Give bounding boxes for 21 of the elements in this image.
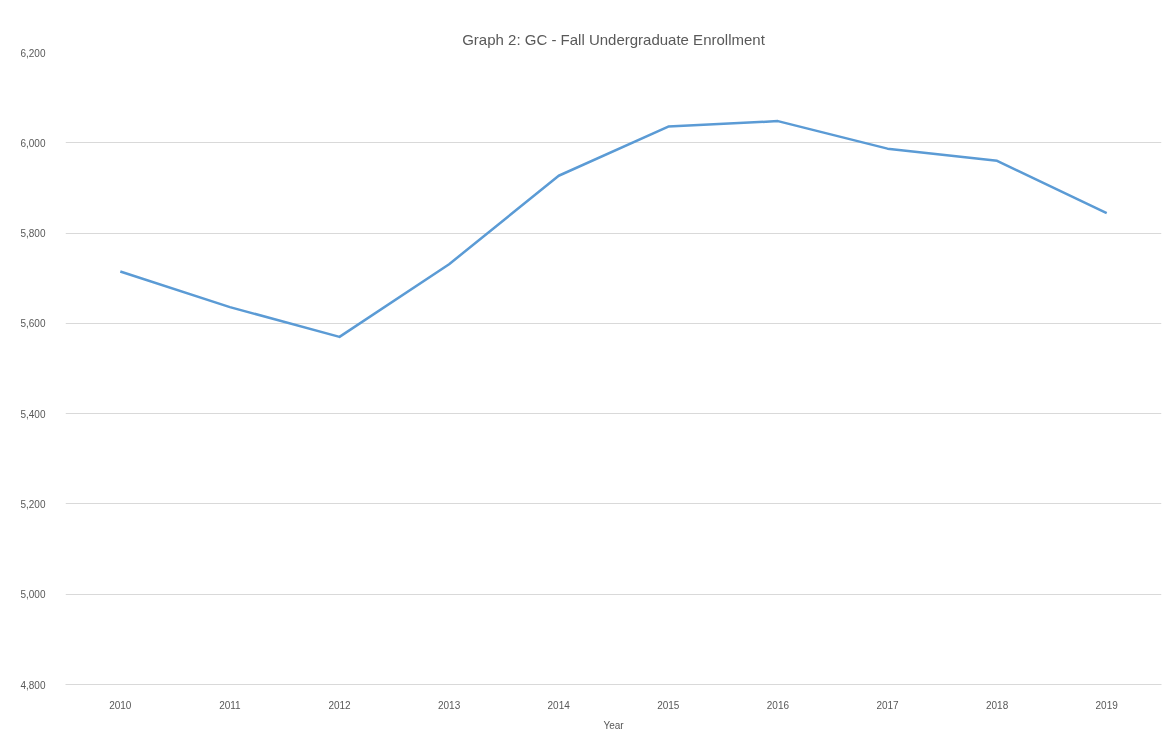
x-tick-label: 2012 bbox=[328, 699, 352, 711]
x-tick-label: 2014 bbox=[547, 699, 571, 711]
x-tick-label: 2017 bbox=[876, 699, 900, 711]
x-tick-label: 2010 bbox=[109, 699, 132, 711]
y-tick-label: 4,800 bbox=[20, 679, 46, 691]
y-tick-label: 6,200 bbox=[20, 47, 46, 59]
x-axis-title: Year bbox=[603, 719, 625, 731]
x-tick-label: 2015 bbox=[657, 699, 680, 711]
x-tick-label: 2016 bbox=[766, 699, 790, 711]
y-tick-label: 5,000 bbox=[20, 589, 46, 601]
x-tick-label: 2019 bbox=[1095, 699, 1119, 711]
y-tick-label: 6,000 bbox=[20, 137, 46, 149]
x-tick-label: 2018 bbox=[985, 699, 1009, 711]
x-tick-label: 2013 bbox=[437, 699, 461, 711]
chart-title: Graph 2: GC - Fall Undergraduate Enrollment bbox=[462, 30, 766, 48]
line-series bbox=[119, 119, 1108, 339]
y-tick-label: 5,600 bbox=[20, 318, 46, 330]
y-tick-label: 5,200 bbox=[20, 498, 46, 510]
x-tick-label: 2011 bbox=[219, 699, 242, 711]
y-tick-label: 5,400 bbox=[20, 408, 46, 420]
y-tick-label: 5,800 bbox=[20, 228, 46, 240]
